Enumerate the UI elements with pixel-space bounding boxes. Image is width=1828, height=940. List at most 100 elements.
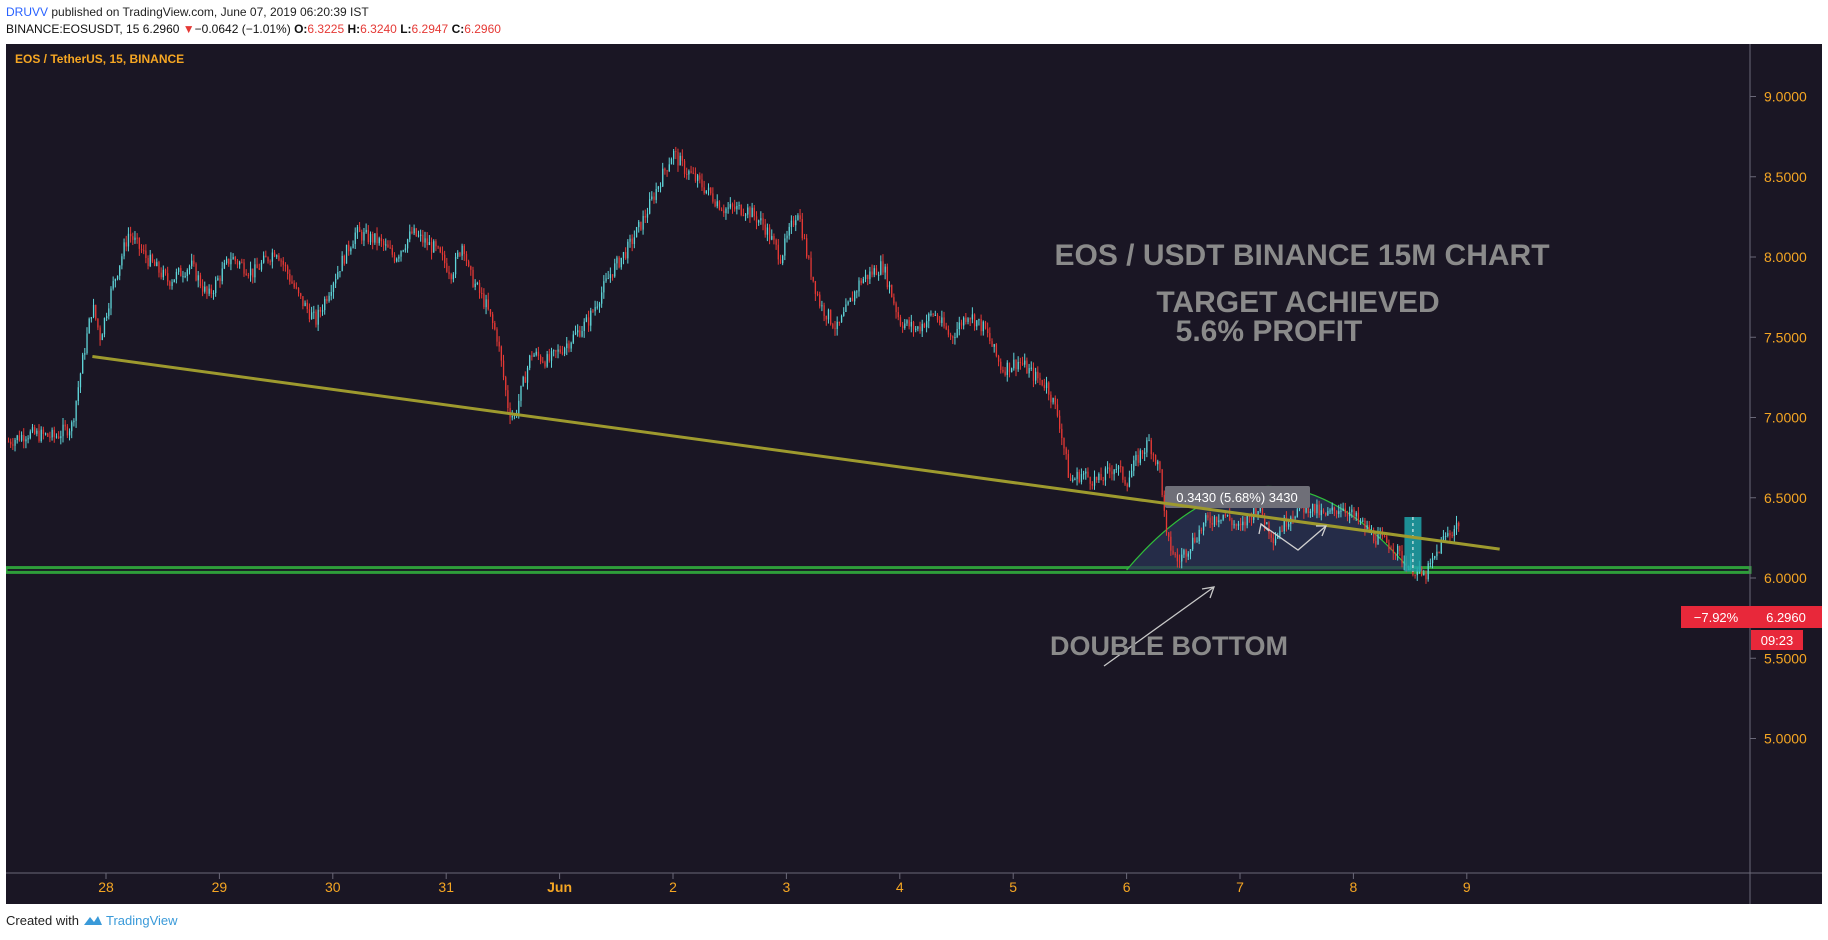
author-link[interactable]: DRUVV	[6, 5, 49, 19]
candle-body	[555, 350, 557, 352]
candle-body	[1104, 468, 1107, 481]
candle-body	[821, 305, 823, 307]
candle-body	[1429, 563, 1432, 565]
candle-body	[1130, 470, 1133, 478]
candle-body	[1196, 541, 1198, 543]
candle-body	[553, 350, 555, 352]
candle-body	[1394, 552, 1397, 555]
candle-body	[928, 313, 930, 322]
candle-body	[925, 321, 928, 328]
candle-body	[1168, 532, 1170, 537]
trendline	[92, 355, 1500, 551]
candle-body	[36, 430, 38, 434]
candle-body	[23, 434, 25, 442]
candle-body	[827, 309, 830, 320]
candle-body	[1041, 379, 1043, 386]
candle-body	[1117, 466, 1120, 470]
candle-body	[1045, 382, 1048, 389]
candle-body	[304, 302, 306, 307]
candle-body	[1148, 440, 1150, 442]
candle-body	[1237, 523, 1240, 526]
candle-body	[1113, 469, 1115, 475]
candle-body	[677, 152, 679, 166]
candle-body	[891, 284, 893, 298]
candle-body	[568, 343, 570, 349]
candle-body	[123, 242, 125, 257]
candle-body	[790, 220, 793, 227]
candle-body	[55, 436, 58, 438]
candle-body	[574, 332, 577, 335]
candle-body	[716, 201, 718, 207]
candle-body	[801, 218, 803, 239]
candle-body	[1285, 517, 1288, 527]
candle-body	[1100, 473, 1102, 481]
candle-body	[1019, 361, 1022, 363]
candle-body	[777, 244, 779, 260]
candle-body	[439, 247, 441, 253]
candle-body	[345, 244, 348, 264]
candle-body	[289, 273, 291, 282]
candle-body	[867, 274, 869, 280]
candle-body	[699, 175, 701, 180]
candle-body	[1333, 507, 1336, 511]
candle-body	[241, 262, 243, 264]
candle-body	[923, 323, 926, 328]
candle-body	[444, 254, 446, 264]
candle-body	[191, 260, 193, 267]
double-bottom-pointer	[1103, 586, 1215, 667]
candle-body	[1159, 461, 1161, 470]
candle-body	[590, 310, 592, 326]
candle-body	[1135, 454, 1137, 461]
x-tick-label: 28	[98, 879, 114, 895]
price-chart[interactable]: EOS / TetherUS, 15, BINANCE 0.3430 (5.68…	[4, 44, 1822, 904]
candle-body	[1359, 520, 1362, 522]
candle-body	[193, 260, 195, 264]
candle-body	[162, 269, 165, 278]
candle-body	[764, 224, 766, 235]
candle-body	[62, 424, 64, 437]
candle-body	[646, 213, 649, 218]
candle-body	[485, 299, 487, 308]
candle-body	[494, 323, 496, 330]
candle-body	[328, 295, 330, 301]
candle-body	[31, 427, 34, 432]
candle-body	[675, 150, 677, 153]
time-axis[interactable]: 28 29 30 31 Jun 2 3 4 5 6 7 8 9	[98, 873, 1471, 895]
candle-body	[886, 266, 889, 288]
candle-body	[1397, 545, 1399, 555]
candle-body	[884, 266, 886, 273]
tradingview-brand-link[interactable]: TradingView	[106, 913, 178, 928]
candle-body	[1091, 483, 1094, 486]
candle-body	[1353, 509, 1355, 517]
publish-header: DRUVV published on TradingView.com, June…	[0, 0, 1828, 44]
candle-body	[317, 309, 319, 325]
candle-body	[978, 319, 980, 321]
candle-body	[683, 160, 686, 175]
x-tick-label: 30	[325, 879, 341, 895]
candle-body	[428, 242, 431, 246]
candle-body	[1375, 540, 1377, 545]
candle-body	[963, 317, 965, 326]
candle-body	[550, 351, 553, 361]
candle-body	[873, 268, 875, 275]
candle-body	[1377, 534, 1379, 545]
candle-body	[88, 318, 90, 334]
price-axis[interactable]: 9.0000 8.5000 8.0000 7.5000 7.0000 6.5000 6.00…	[1750, 89, 1807, 747]
candle-body	[372, 233, 374, 243]
candle-body	[912, 322, 915, 330]
candle-body	[267, 257, 269, 262]
candle-body	[1447, 533, 1449, 536]
candle-body	[633, 237, 636, 244]
candle-body	[747, 207, 749, 215]
candle-body	[1248, 515, 1251, 517]
candle-body	[129, 233, 132, 237]
candle-body	[1032, 367, 1035, 381]
candle-body	[939, 320, 941, 323]
candle-body	[20, 434, 23, 441]
candle-body	[51, 429, 53, 438]
candle-body	[1246, 515, 1248, 526]
candle-body	[1226, 515, 1229, 517]
candle-body	[825, 315, 827, 320]
chart-panel[interactable]: EOS / TetherUS, 15, BINANCE 0.3430 (5.68…	[4, 44, 1822, 904]
candle-body	[40, 429, 42, 442]
